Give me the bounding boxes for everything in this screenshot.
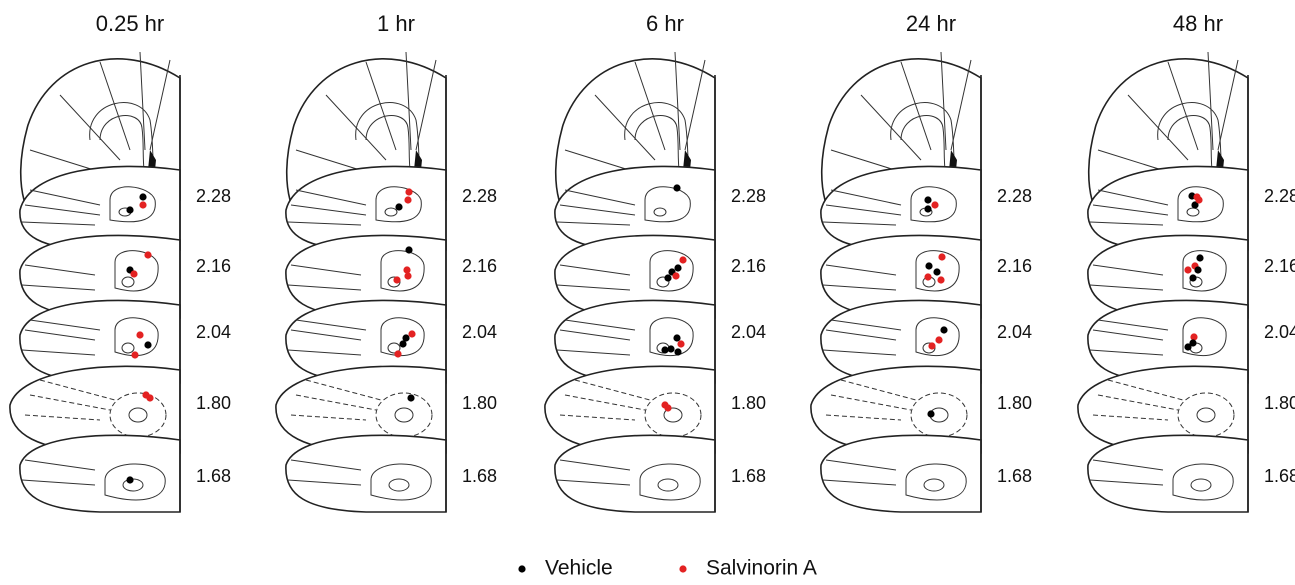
placement-dot bbox=[664, 274, 672, 282]
level-label: 1.68 bbox=[1264, 466, 1295, 486]
placement-dot bbox=[1195, 196, 1203, 204]
placement-dot bbox=[1196, 254, 1204, 262]
level-label: 2.04 bbox=[997, 322, 1032, 342]
placement-dot bbox=[933, 268, 941, 276]
placement-dot bbox=[664, 404, 672, 412]
placement-dot bbox=[661, 346, 669, 354]
legend-label: Salvinorin A bbox=[706, 557, 817, 580]
placement-dot bbox=[935, 336, 943, 344]
brain-atlas bbox=[810, 51, 982, 513]
placement-dot bbox=[130, 270, 138, 278]
legend-marker bbox=[518, 565, 526, 573]
placement-dot bbox=[940, 326, 948, 334]
placement-dot bbox=[667, 345, 675, 353]
placement-dot bbox=[405, 246, 413, 254]
level-label: 1.68 bbox=[731, 466, 766, 486]
level-label: 2.16 bbox=[1264, 256, 1295, 276]
placement-dot bbox=[403, 266, 411, 274]
placement-dot bbox=[673, 334, 681, 342]
brain-atlas bbox=[9, 51, 181, 513]
placement-dot bbox=[136, 331, 144, 339]
level-label: 1.68 bbox=[196, 466, 231, 486]
level-label: 2.04 bbox=[462, 322, 497, 342]
legend-marker bbox=[679, 565, 687, 573]
placement-dot bbox=[673, 184, 681, 192]
placement-dot bbox=[677, 340, 685, 348]
placement-dot bbox=[394, 350, 402, 358]
panel-title: 24 hr bbox=[906, 11, 956, 36]
placement-dot bbox=[924, 205, 932, 213]
placement-dot bbox=[408, 330, 416, 338]
brain-atlas bbox=[1077, 51, 1249, 513]
level-label: 2.16 bbox=[196, 256, 231, 276]
level-label: 2.16 bbox=[462, 256, 497, 276]
placement-dot bbox=[928, 342, 936, 350]
level-label: 1.80 bbox=[1264, 393, 1295, 413]
panel-title: 0.25 hr bbox=[96, 11, 165, 36]
placement-dot bbox=[144, 251, 152, 259]
panel-title: 48 hr bbox=[1173, 11, 1223, 36]
placement-dot bbox=[404, 272, 412, 280]
level-label: 1.68 bbox=[462, 466, 497, 486]
placement-dot bbox=[1184, 343, 1192, 351]
placement-dot bbox=[139, 193, 147, 201]
level-label: 1.80 bbox=[462, 393, 497, 413]
level-label: 1.68 bbox=[997, 466, 1032, 486]
level-label: 2.16 bbox=[731, 256, 766, 276]
level-label: 2.04 bbox=[1264, 322, 1295, 342]
placement-dot bbox=[131, 351, 139, 359]
placement-dot bbox=[399, 340, 407, 348]
placement-dot bbox=[402, 334, 410, 342]
placement-dot bbox=[405, 188, 413, 196]
level-label: 1.80 bbox=[997, 393, 1032, 413]
placement-dot bbox=[126, 206, 134, 214]
panel-title: 1 hr bbox=[377, 11, 415, 36]
level-label: 2.28 bbox=[997, 186, 1032, 206]
level-label: 2.28 bbox=[731, 186, 766, 206]
placement-dot bbox=[1189, 339, 1197, 347]
placement-dot bbox=[395, 203, 403, 211]
placement-dot bbox=[1184, 266, 1192, 274]
brain-atlas bbox=[544, 51, 716, 513]
placement-dot bbox=[927, 410, 935, 418]
legend-label: Vehicle bbox=[545, 557, 613, 580]
placement-dot bbox=[144, 341, 152, 349]
placement-dot bbox=[937, 276, 945, 284]
placement-dot bbox=[139, 201, 147, 209]
level-label: 2.04 bbox=[731, 322, 766, 342]
placement-dot bbox=[146, 394, 154, 402]
placement-dot bbox=[924, 196, 932, 204]
placement-dot bbox=[407, 394, 415, 402]
placement-dot bbox=[1191, 201, 1199, 209]
placement-dot bbox=[1190, 333, 1198, 341]
placement-dot bbox=[1194, 266, 1202, 274]
level-label: 2.28 bbox=[462, 186, 497, 206]
placement-dot bbox=[126, 476, 134, 484]
brain-atlas bbox=[275, 51, 447, 513]
level-label: 2.28 bbox=[196, 186, 231, 206]
placement-dot bbox=[404, 196, 412, 204]
level-label: 2.28 bbox=[1264, 186, 1295, 206]
placement-dot bbox=[1189, 274, 1197, 282]
level-label: 1.80 bbox=[731, 393, 766, 413]
placement-dot bbox=[674, 264, 682, 272]
placement-dot bbox=[925, 262, 933, 270]
placement-dot bbox=[931, 201, 939, 209]
level-label: 2.16 bbox=[997, 256, 1032, 276]
placement-dot bbox=[393, 276, 401, 284]
placement-dot bbox=[674, 348, 682, 356]
panel-title: 6 hr bbox=[646, 11, 684, 36]
level-label: 1.80 bbox=[196, 393, 231, 413]
placement-dot bbox=[672, 272, 680, 280]
placement-dot bbox=[924, 273, 932, 281]
placement-dot bbox=[679, 256, 687, 264]
placement-dot bbox=[938, 253, 946, 261]
level-label: 2.04 bbox=[196, 322, 231, 342]
